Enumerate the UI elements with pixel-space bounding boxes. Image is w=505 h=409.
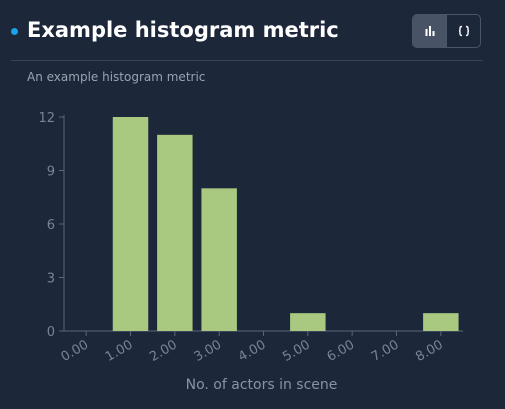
histogram-bar[interactable] [201,188,237,331]
y-tick-label: 12 [38,111,55,126]
code-braces-icon [458,25,469,37]
x-tick-label: 3.00 [192,337,225,364]
histogram-bar[interactable] [423,313,459,331]
metric-title: Example histogram metric [27,18,339,42]
metric-description: An example histogram metric [27,70,206,84]
bars [112,117,459,331]
y-axis: 0 3 6 9 12 [38,111,65,340]
x-axis: 0.00 1.00 2.00 3.00 4.00 5.00 6.00 7.00 8.00 [59,330,463,365]
code-view-button[interactable] [446,15,480,47]
x-tick-label: 2.00 [147,337,180,364]
x-tick-label: 5.00 [280,337,313,364]
status-dot [11,28,18,35]
x-axis-label: No. of actors in scene [186,377,338,393]
x-tick-label: 4.00 [236,337,269,364]
y-tick-label: 3 [47,272,55,287]
x-tick-label: 1.00 [103,337,136,364]
histogram-bar[interactable] [157,134,193,331]
y-tick-label: 0 [47,325,55,340]
x-tick-label: 0.00 [59,337,92,364]
bar-chart-icon [425,26,434,36]
x-tick-label: 6.00 [325,337,358,364]
histogram-view-button[interactable] [413,15,446,47]
histogram-bar[interactable] [290,313,326,331]
header-divider [11,60,483,61]
view-toggle [412,14,481,48]
y-tick-label: 9 [47,165,55,180]
y-tick-label: 6 [47,218,55,233]
card-header: Example histogram metric [0,0,505,62]
x-tick-label: 7.00 [369,337,402,364]
x-tick-label: 8.00 [413,337,446,364]
histogram-bar[interactable] [112,117,149,331]
